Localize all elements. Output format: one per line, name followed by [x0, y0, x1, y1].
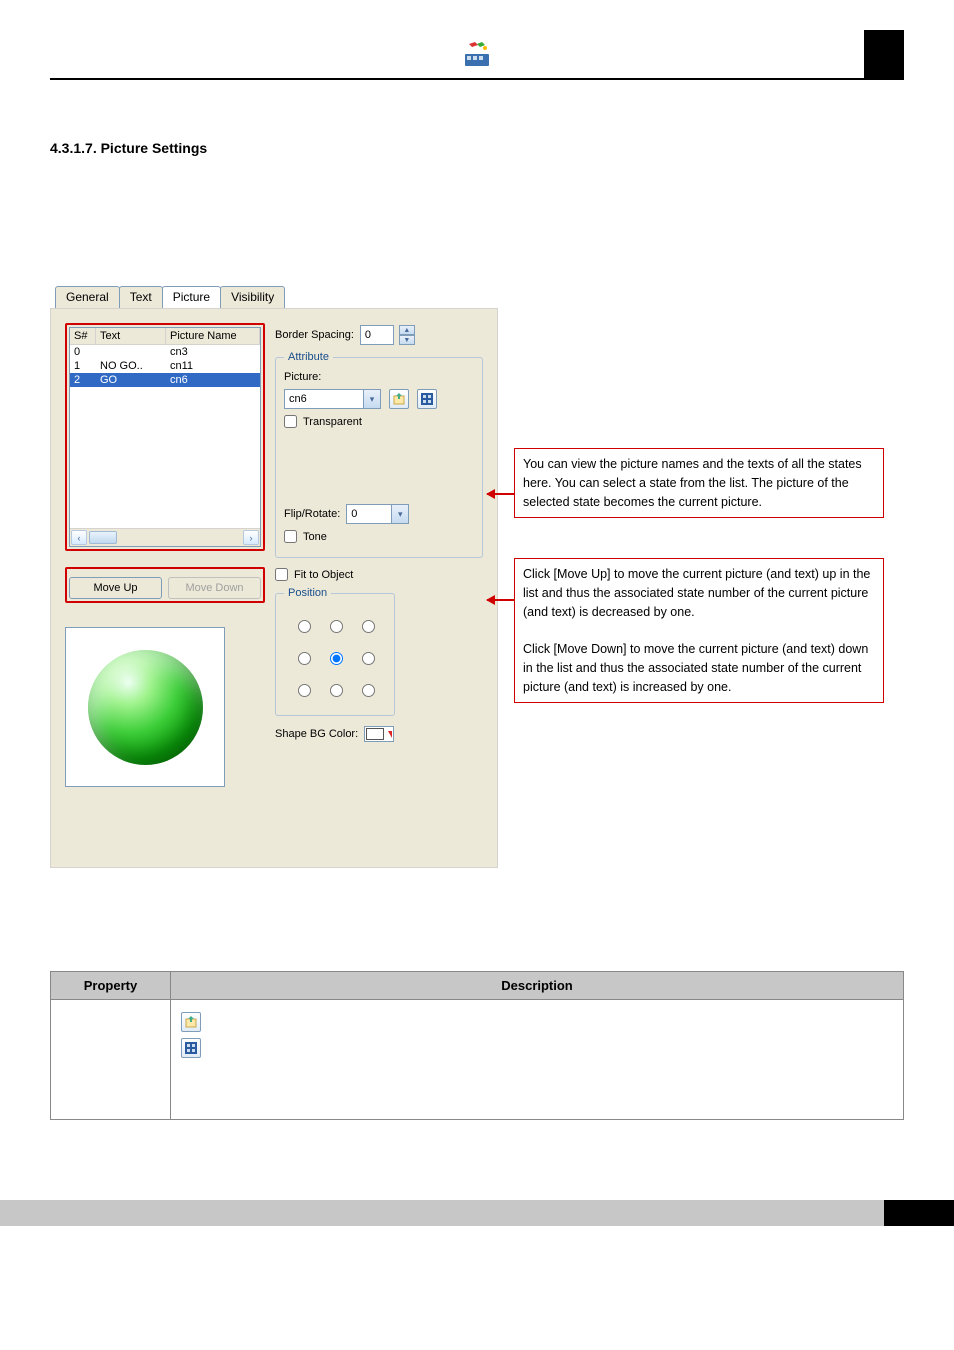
position-group: Position — [275, 587, 395, 716]
header-black-box — [864, 30, 904, 80]
import-picture-button[interactable] — [389, 389, 409, 409]
table-row[interactable]: 2 GO cn6 — [70, 373, 260, 387]
pos-ml-radio[interactable] — [298, 652, 311, 665]
scroll-right-icon[interactable]: › — [243, 530, 259, 545]
fit-to-object-checkbox[interactable] — [275, 568, 288, 581]
property-table: Property Description — [50, 971, 904, 1120]
tab-strip: General Text Picture Visibility — [55, 286, 904, 308]
col-state-no: S# — [70, 328, 96, 344]
pos-mr-radio[interactable] — [362, 652, 375, 665]
chevron-down-icon[interactable]: ▾ — [392, 504, 409, 524]
pos-br-radio[interactable] — [362, 684, 375, 697]
pos-tc-radio[interactable] — [330, 620, 343, 633]
move-down-button: Move Down — [168, 577, 261, 599]
dialog-body: S# Text Picture Name 0 cn3 1 — [50, 308, 498, 868]
picture-label: Picture: — [284, 371, 321, 383]
scroll-thumb[interactable] — [89, 531, 117, 544]
picture-library-button[interactable] — [417, 389, 437, 409]
tab-visibility[interactable]: Visibility — [220, 286, 285, 308]
list-header: S# Text Picture Name — [70, 328, 260, 345]
green-sphere-icon — [88, 650, 203, 765]
app-icon — [463, 40, 491, 68]
transparent-label: Transparent — [303, 416, 362, 428]
table-row[interactable]: 1 NO GO.. cn11 — [70, 359, 260, 373]
scroll-left-icon[interactable]: ‹ — [71, 530, 87, 545]
tab-general[interactable]: General — [55, 286, 120, 308]
picture-library-icon — [181, 1038, 201, 1058]
border-spacing-input[interactable] — [360, 325, 394, 345]
import-picture-icon — [181, 1012, 201, 1032]
shape-bg-label: Shape BG Color: — [275, 728, 358, 740]
picture-preview — [65, 627, 225, 787]
pos-bl-radio[interactable] — [298, 684, 311, 697]
flip-rotate-label: Flip/Rotate: — [284, 508, 340, 520]
tab-text[interactable]: Text — [119, 286, 163, 308]
spin-up-icon[interactable]: ▲ — [399, 325, 415, 335]
table-row[interactable]: 0 cn3 — [70, 345, 260, 359]
attribute-group: Attribute Picture: ▾ — [275, 351, 483, 558]
col-picture-name: Picture Name — [166, 328, 260, 344]
tone-checkbox[interactable] — [284, 530, 297, 543]
callout-move: Click [Move Up] to move the current pict… — [514, 558, 884, 703]
pos-bc-radio[interactable] — [330, 684, 343, 697]
td-description — [171, 1000, 904, 1120]
transparent-checkbox[interactable] — [284, 415, 297, 428]
pos-tr-radio[interactable] — [362, 620, 375, 633]
list-h-scrollbar[interactable]: ‹ › — [70, 528, 260, 546]
th-property: Property — [51, 972, 171, 1000]
move-up-button[interactable]: Move Up — [69, 577, 162, 599]
pos-tl-radio[interactable] — [298, 620, 311, 633]
fit-to-object-label: Fit to Object — [294, 569, 353, 581]
th-description: Description — [171, 972, 904, 1000]
chevron-down-icon[interactable]: ▾ — [364, 389, 381, 409]
attribute-legend: Attribute — [284, 351, 333, 363]
tone-label: Tone — [303, 531, 327, 543]
callout-list: You can view the picture names and the t… — [514, 448, 884, 518]
shape-bg-color-picker[interactable] — [364, 726, 394, 742]
border-spacing-label: Border Spacing: — [275, 329, 354, 341]
tab-picture[interactable]: Picture — [162, 286, 221, 308]
page-footer — [0, 1200, 954, 1226]
section-heading: 4.3.1.7. Picture Settings — [50, 140, 904, 156]
state-list[interactable]: S# Text Picture Name 0 cn3 1 — [69, 327, 261, 547]
position-legend: Position — [284, 587, 331, 599]
spin-down-icon[interactable]: ▼ — [399, 335, 415, 345]
footer-black-box — [884, 1200, 954, 1226]
pos-mc-radio[interactable] — [330, 652, 343, 665]
col-text: Text — [96, 328, 166, 344]
flip-rotate-dropdown[interactable] — [346, 504, 392, 524]
td-property — [51, 1000, 171, 1120]
page-header — [50, 30, 904, 80]
picture-dropdown[interactable] — [284, 389, 364, 409]
